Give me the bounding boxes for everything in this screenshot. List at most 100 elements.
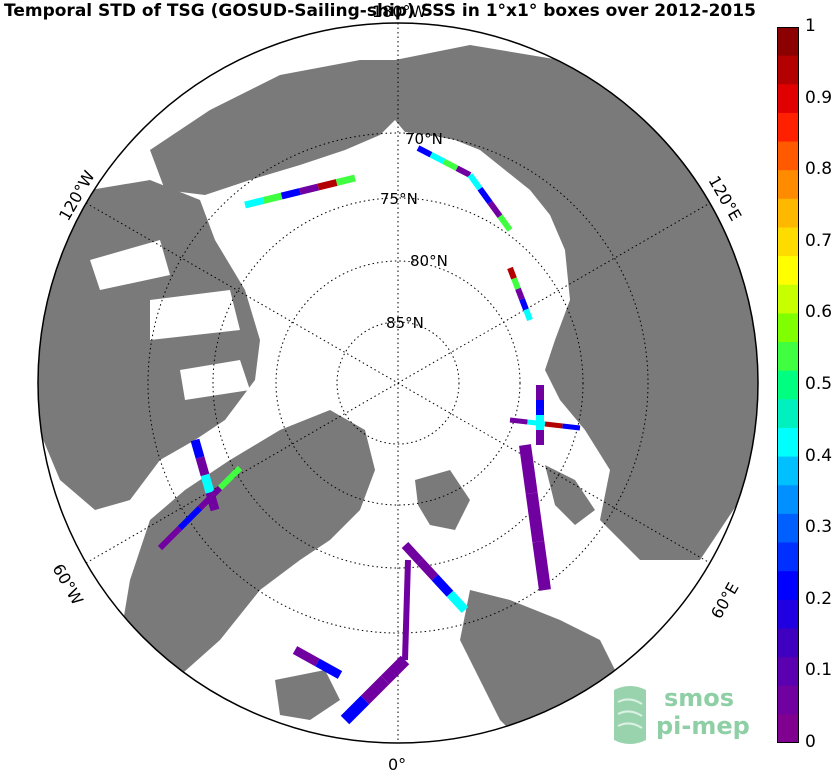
- tsg-box-cell: [416, 145, 433, 158]
- tsg-box-cell: [562, 423, 581, 431]
- tsg-box-cell: [402, 559, 411, 661]
- lon-label-60w: 60°W: [49, 561, 88, 609]
- canada-arctic-land: [38, 180, 260, 510]
- tsg-box-cell: [523, 308, 533, 322]
- colorbar-cell: [777, 685, 799, 715]
- lat-label-75: 75°N: [380, 190, 418, 208]
- tsg-box-cell: [299, 183, 320, 195]
- colorbar-tick-label: 0.4: [805, 445, 833, 466]
- colorbar-cell: [777, 485, 799, 515]
- colorbar-cell: [777, 141, 799, 171]
- colorbar-tick-label: 0.8: [805, 159, 833, 180]
- tsg-box-cell: [544, 421, 563, 429]
- colorbar-tick-label: 0.2: [805, 588, 833, 609]
- colorbar-cell: [777, 227, 799, 257]
- colorbar-tick-label: 0.6: [805, 302, 833, 323]
- svalbard-land: [415, 470, 470, 530]
- tsg-box-cell: [511, 277, 521, 290]
- colorbar-cell: [777, 657, 799, 687]
- tsg-box-cell: [507, 266, 517, 280]
- tsg-box-cell: [190, 438, 205, 459]
- colorbar-cell: [777, 198, 799, 228]
- tsg-box-cell: [317, 179, 338, 191]
- tsg-box-cell: [401, 541, 424, 565]
- colorbar-cell: [777, 427, 799, 458]
- tsg-box-cell: [509, 417, 528, 425]
- colorbar-cell: [777, 599, 799, 629]
- tsg-box-cell: [442, 158, 459, 171]
- tsg-box-cell: [487, 200, 503, 219]
- graticule: [85, 23, 711, 743]
- lat-label-80: 80°N: [410, 252, 448, 270]
- colorbar-tick-label: 0.5: [805, 374, 833, 394]
- colorbar-cell: [777, 84, 799, 114]
- colorbar: [777, 27, 799, 743]
- colorbar-cell: [777, 313, 799, 343]
- tsg-box-cell: [217, 465, 243, 491]
- tsg-box-cell: [244, 197, 265, 209]
- tsg-box-cell: [497, 214, 513, 232]
- tsg-box-cell: [446, 590, 469, 614]
- colorbar-cell: [777, 399, 799, 429]
- colorbar-cell: [777, 513, 799, 544]
- colorbar-tick-label: 1: [805, 16, 816, 36]
- smos-pi-mep-logo: smos pi-mep: [614, 684, 750, 744]
- tsg-box-cell: [527, 419, 546, 427]
- map-title: Temporal STD of TSG (GOSUD-Sailing-ship)…: [4, 1, 756, 21]
- colorbar-tick-label: 0: [805, 732, 816, 752]
- colorbar-cell: [777, 170, 799, 200]
- colorbar-tick-label: 0.3: [805, 517, 833, 538]
- tsg-box-cell: [455, 165, 472, 178]
- colorbar-tick-label: 0.1: [805, 660, 833, 681]
- tsg-box-cell: [177, 505, 203, 531]
- tsg-box-cell: [280, 188, 301, 200]
- tsg-box-cell: [335, 174, 356, 186]
- tsg-box-cell: [515, 287, 525, 301]
- logo-line1: smos: [664, 684, 734, 712]
- tsg-box-cell: [532, 540, 551, 591]
- lon-label-0: 0°: [388, 755, 406, 771]
- colorbar-cell: [777, 370, 799, 400]
- colorbar-cell: [777, 284, 799, 314]
- tsg-box-cell: [431, 574, 454, 597]
- tsg-box-cell: [380, 655, 410, 685]
- lon-label-180: 180°W: [372, 2, 427, 21]
- colorbar-cell: [777, 342, 799, 372]
- colorbar-cell: [777, 55, 799, 85]
- tsg-tracks: [157, 145, 581, 725]
- tsg-box-cell: [315, 658, 343, 679]
- colorbar-cell: [777, 571, 799, 601]
- eurasia-land: [395, 45, 758, 560]
- novaya-zemlya-land: [545, 465, 595, 525]
- colorbar-cell: [777, 628, 799, 658]
- tsg-box-cell: [360, 675, 390, 705]
- colorbar-tick-label: 0.7: [805, 230, 833, 251]
- tsg-box-cell: [157, 525, 183, 551]
- colorbar-cell: [777, 542, 799, 572]
- lat-label-85: 85°N: [386, 314, 424, 332]
- colorbar-cell: [777, 112, 799, 143]
- tsg-box-cell: [340, 695, 370, 725]
- tsg-box-cell: [429, 152, 446, 165]
- tsg-box-cell: [195, 456, 210, 477]
- lon-label-60e: 60°E: [707, 579, 743, 622]
- tsg-box-cell: [416, 558, 439, 581]
- colorbar-cell: [777, 256, 799, 286]
- tsg-box-cell: [519, 298, 529, 311]
- colorbar-tick-label: 0.9: [805, 87, 833, 108]
- colorbar-cell: [777, 27, 799, 57]
- greenland-land: [120, 410, 375, 690]
- tsg-box-cell: [200, 473, 215, 494]
- colorbar-cell: [777, 714, 799, 743]
- tsg-box-cell: [197, 485, 223, 511]
- tsg-box-cell: [519, 444, 538, 495]
- tsg-box-cell: [477, 186, 493, 205]
- alaska-land: [150, 60, 395, 195]
- logo-line2: pi-mep: [656, 712, 750, 740]
- lat-label-70: 70°N: [405, 130, 443, 148]
- tsg-box-cell: [525, 492, 545, 543]
- tsg-box-cell: [467, 173, 483, 191]
- colorbar-cell: [777, 456, 799, 486]
- tsg-box-cell: [292, 646, 320, 667]
